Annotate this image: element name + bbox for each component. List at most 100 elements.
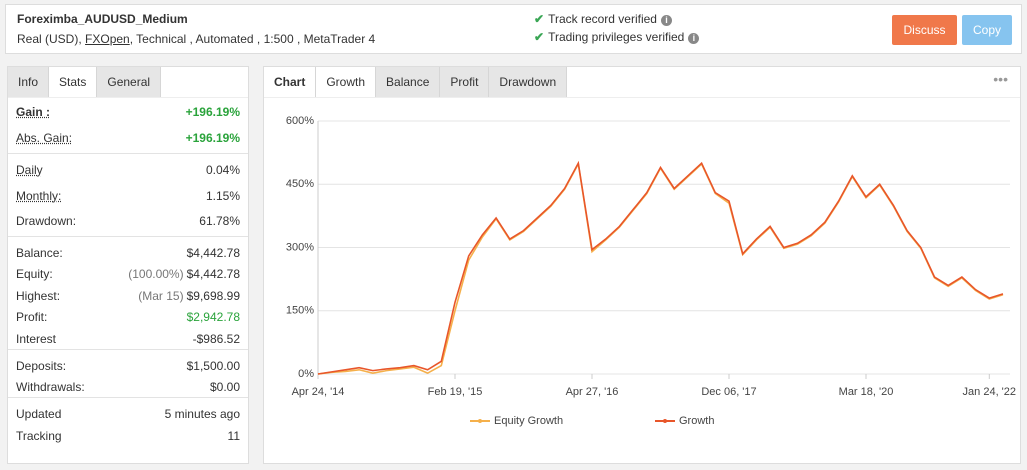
stats-panel: Info Stats General Gain : +196.19% Abs. Ga… xyxy=(7,66,249,464)
stat-value: 11 xyxy=(227,429,240,443)
legend-label: Equity Growth xyxy=(494,415,563,427)
x-tick-label: Jan 24, '22 xyxy=(963,386,1016,398)
stat-label: Updated xyxy=(16,407,62,421)
account-info: Real (USD), FXOpen, Technical , Automate… xyxy=(17,32,375,46)
broker-link[interactable]: FXOpen xyxy=(85,32,130,46)
divider xyxy=(8,153,248,154)
series-line xyxy=(317,160,1004,375)
divider xyxy=(8,235,248,237)
stat-value: $4,442.78 xyxy=(186,245,240,260)
stat-label: Balance: xyxy=(16,245,63,260)
stat-note: (Mar 15) xyxy=(138,288,184,303)
system-title: Foreximba_AUDUSD_Medium xyxy=(17,12,188,26)
discuss-button[interactable]: Discuss xyxy=(892,15,957,45)
y-tick-label: 450% xyxy=(286,178,314,190)
stats-tabs: Info Stats General xyxy=(8,67,248,98)
stat-row: Daily 0.04% xyxy=(16,163,240,177)
x-tick-label: Dec 06, '17 xyxy=(701,386,756,398)
stat-value: +196.19% xyxy=(185,105,240,119)
stat-value-wrap: $1,500.00 xyxy=(187,359,240,373)
series-line xyxy=(317,161,1004,375)
verification: ✔ Trading privileges verified i xyxy=(534,30,700,44)
stat-label: Equity: xyxy=(16,267,53,281)
stat-label: Withdrawals: xyxy=(16,380,85,394)
stat-label: Tracking xyxy=(16,429,62,443)
stat-value: $1,500.00 xyxy=(186,359,240,373)
stat-value: 5 minutes ago xyxy=(164,407,240,421)
legend-label: Growth xyxy=(679,415,714,427)
chart-panel: Chart Growth Balance Profit Drawdown •••… xyxy=(263,66,1021,464)
x-tick-label: Mar 18, '20 xyxy=(839,386,894,398)
stat-label: Drawdown: xyxy=(16,214,77,228)
stat-value: $9,698.99 xyxy=(186,288,240,303)
stat-value: 0.04% xyxy=(205,163,240,177)
stat-row: Balance: $4,442.78 xyxy=(16,246,240,260)
stat-value-wrap: +196.19% xyxy=(186,105,240,119)
stat-label: Abs. Gain: xyxy=(16,131,73,145)
stat-value-wrap: (100.00%) $4,442.78 xyxy=(128,267,240,281)
stat-value-wrap: (Mar 15) $9,698.99 xyxy=(138,289,240,303)
stat-row: Abs. Gain: +196.19% xyxy=(16,131,240,145)
stat-label: Gain : xyxy=(16,105,51,119)
legend-marker xyxy=(663,419,667,423)
tab[interactable]: Drawdown xyxy=(489,67,568,97)
stat-row: Drawdown: 61.78% xyxy=(16,214,240,228)
stat-label: Highest: xyxy=(16,288,61,303)
stat-note: (100.00%) xyxy=(128,267,184,281)
stat-row: Monthly: 1.15% xyxy=(16,189,240,203)
header: Foreximba_AUDUSD_Medium Real (USD), FXOp… xyxy=(5,4,1022,54)
stat-label: Monthly: xyxy=(16,188,62,203)
y-tick-label: 0% xyxy=(298,368,314,380)
stat-value-wrap: -$986.52 xyxy=(193,332,240,346)
stat-value-wrap: $4,442.78 xyxy=(187,246,240,260)
stat-value-wrap: 1.15% xyxy=(206,189,240,203)
tab[interactable]: Growth xyxy=(316,67,377,97)
verification: ✔ Track record verified i xyxy=(534,12,672,26)
menu-dots[interactable]: ••• xyxy=(993,71,1008,87)
copy-button[interactable]: Copy xyxy=(962,15,1012,45)
stat-value-wrap: 5 minutes ago xyxy=(165,407,240,421)
stat-row: Interest -$986.52 xyxy=(16,332,240,346)
stat-row: Tracking 11 xyxy=(16,429,240,443)
stat-value: 61.78% xyxy=(199,214,240,228)
chart-tabs: Chart Growth Balance Profit Drawdown ••• xyxy=(264,67,1020,98)
stat-value: $0.00 xyxy=(209,380,240,394)
stat-value-wrap: 0.04% xyxy=(206,163,240,177)
divider xyxy=(8,397,248,398)
stat-row: Equity: (100.00%) $4,442.78 xyxy=(16,267,240,281)
stat-value-wrap: $0.00 xyxy=(210,380,240,394)
x-tick-label: Apr 27, '16 xyxy=(566,386,619,398)
stat-row: Highest: (Mar 15) $9,698.99 xyxy=(16,289,240,303)
tab-label: Chart xyxy=(264,67,317,97)
stat-row: Deposits: $1,500.00 xyxy=(16,359,240,373)
tab[interactable]: Profit xyxy=(440,67,490,97)
y-tick-label: 300% xyxy=(286,241,314,253)
stat-row: Withdrawals: $0.00 xyxy=(16,380,240,394)
stat-row: Updated 5 minutes ago xyxy=(16,407,240,421)
stat-value-wrap: 61.78% xyxy=(199,214,240,228)
stat-value-wrap: $2,942.78 xyxy=(187,310,240,324)
stat-label: Deposits: xyxy=(16,359,67,373)
divider xyxy=(8,349,248,350)
stat-label: Daily xyxy=(16,163,43,177)
verification-text: Trading privileges verified xyxy=(548,30,685,44)
stat-row: Profit: $2,942.78 xyxy=(16,310,240,324)
tab[interactable]: Stats xyxy=(49,67,98,97)
legend-marker xyxy=(478,419,482,423)
chart: 0% 150% 300% 450% 600% Apr 24, '14 Feb 19, '15… xyxy=(286,115,1016,427)
account-details: , Technical , Automated , 1:500 , MetaTr… xyxy=(129,32,376,46)
stat-row: Gain : +196.19% xyxy=(16,105,240,119)
stat-value: -$986.52 xyxy=(192,331,240,346)
tab[interactable]: Balance xyxy=(376,67,441,97)
stat-value-wrap: +196.19% xyxy=(186,131,240,145)
y-tick-label: 600% xyxy=(286,115,314,127)
stat-value-wrap: 11 xyxy=(228,429,240,443)
stat-value: $4,442.78 xyxy=(186,267,240,281)
stat-value: +196.19% xyxy=(185,131,240,145)
account-type: Real (USD), xyxy=(17,32,82,46)
tab[interactable]: Info xyxy=(8,67,50,97)
tab[interactable]: General xyxy=(97,67,162,97)
stat-label: Interest xyxy=(16,331,57,346)
y-tick-label: 150% xyxy=(286,305,314,317)
